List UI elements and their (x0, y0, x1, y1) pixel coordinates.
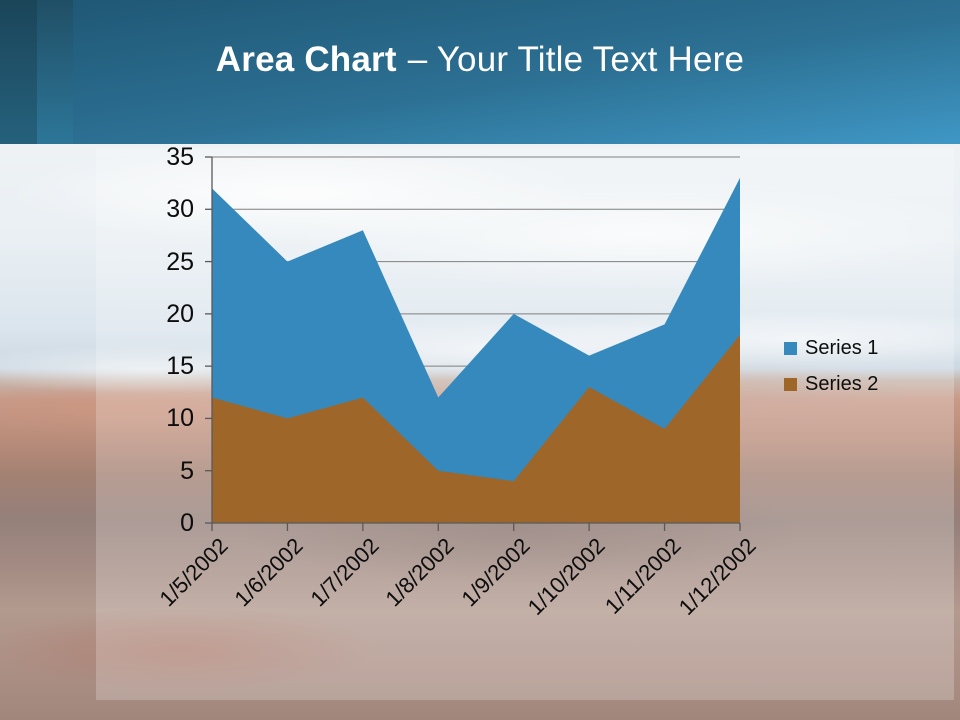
title-bold-text: Area Chart (215, 40, 397, 79)
legend-label-series2: Series 2 (805, 373, 879, 395)
series1-swatch-icon (784, 342, 797, 355)
header-accent-bar-medium (37, 0, 73, 144)
chart-legend: Series 1 Series 2 (784, 337, 878, 396)
legend-label-series1: Series 1 (805, 337, 879, 359)
area-chart-plot (205, 156, 741, 531)
slide-header: Area Chart – Your Title Text Here (0, 0, 960, 144)
legend-item-series2: Series 2 (784, 373, 878, 396)
title-regular-text: – Your Title Text Here (407, 40, 745, 79)
header-accent-bar-dark (0, 0, 37, 144)
slide-title: Area Chart – Your Title Text Here (0, 40, 960, 80)
series2-swatch-icon (784, 378, 797, 391)
legend-item-series1: Series 1 (784, 337, 878, 360)
